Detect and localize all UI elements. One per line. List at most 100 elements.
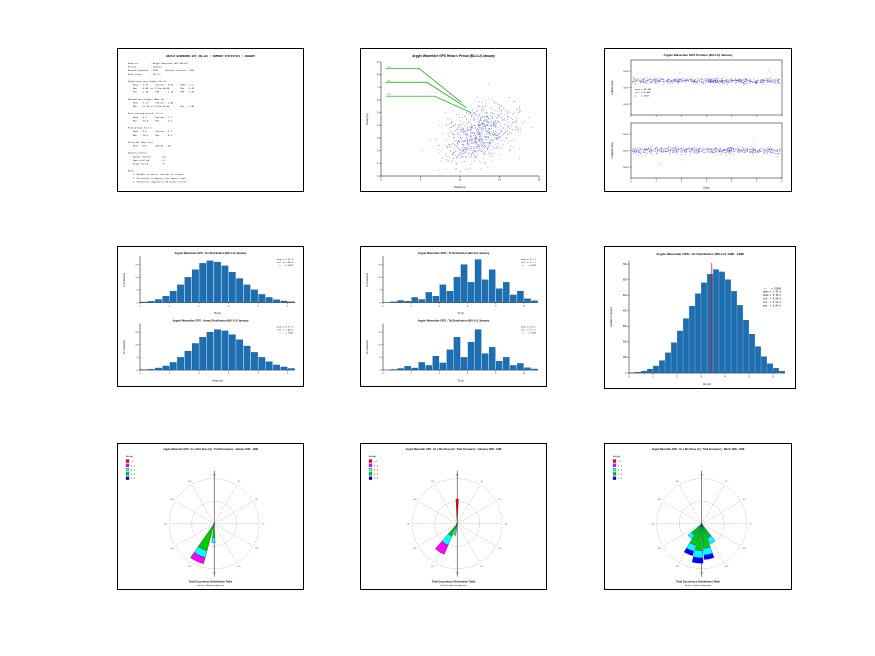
scatter-point — [466, 144, 468, 146]
band-point — [684, 79, 686, 80]
band-point — [756, 80, 758, 81]
band-point — [760, 81, 761, 82]
band-point — [708, 79, 710, 80]
band-point — [762, 79, 764, 81]
band-point — [689, 80, 691, 82]
y-axis-label: % occurrence — [123, 272, 126, 287]
band-point — [680, 82, 682, 83]
band-point — [757, 78, 759, 80]
wedge-segment — [691, 556, 704, 564]
band-point — [640, 81, 641, 83]
band-point — [663, 151, 664, 153]
scatter-point — [485, 154, 486, 156]
y-tick-label: 1 — [377, 162, 379, 165]
scatter-point — [493, 113, 495, 114]
legend-swatch — [612, 472, 617, 476]
band-point — [776, 79, 778, 81]
band-point — [754, 145, 756, 146]
legend-line: mean = 3.71 m — [277, 327, 294, 329]
band-point — [659, 149, 660, 150]
scatter-point — [472, 137, 473, 139]
band-point — [743, 82, 745, 83]
band-point — [695, 82, 697, 83]
page-text-line: Notes — [128, 170, 135, 173]
scatter-point — [493, 100, 495, 102]
scatter-point — [501, 140, 503, 142]
scatter-point — [488, 136, 489, 138]
band-point — [686, 150, 687, 152]
scatter-point — [449, 156, 451, 158]
band-point — [705, 80, 707, 81]
band-point — [693, 147, 695, 148]
scatter-point — [449, 131, 451, 133]
page-text-line: Mean : 6.2 Std dev : 1.1 — [128, 116, 173, 119]
scatter-point — [457, 134, 459, 135]
scatter-point — [462, 116, 463, 118]
band-point — [771, 152, 772, 153]
band-point — [638, 154, 639, 156]
scatter-point — [482, 139, 484, 141]
bar — [397, 300, 404, 303]
scatter-point — [472, 125, 473, 127]
band-point — [723, 149, 725, 150]
scatter-point — [452, 133, 454, 134]
band-point — [635, 81, 636, 82]
scatter-point — [469, 134, 471, 136]
legend-entry-label: 2 - 3 — [618, 474, 623, 476]
band-point — [728, 78, 730, 80]
scatter-point — [460, 127, 462, 129]
band-point — [777, 83, 779, 84]
band-point — [646, 77, 648, 78]
scatter-point — [487, 117, 488, 118]
scatter-point — [479, 139, 480, 141]
scatter-point — [454, 140, 456, 141]
spoke-label: 210 — [431, 566, 434, 568]
scatter-point — [485, 143, 487, 145]
band-point — [648, 83, 650, 85]
scatter-point — [510, 140, 512, 141]
scatter-point — [453, 141, 455, 142]
scatter-point — [480, 136, 482, 138]
band-point — [691, 77, 692, 78]
band-point — [719, 83, 720, 84]
band-point — [752, 82, 753, 83]
band-point — [662, 80, 664, 82]
band-point — [661, 78, 662, 80]
band-point — [636, 150, 637, 152]
band-point — [768, 149, 770, 151]
scatter-point — [503, 134, 505, 135]
scatter-point — [511, 118, 512, 119]
bar — [287, 368, 295, 371]
scatter-point — [498, 154, 500, 156]
bar — [671, 342, 677, 374]
scatter-point — [480, 148, 481, 150]
band-point — [756, 152, 757, 154]
scatter-point — [489, 140, 490, 142]
x-tick-label: 2 — [676, 376, 678, 378]
band-point — [763, 153, 765, 155]
scatter-point — [470, 132, 472, 133]
scatter-point — [488, 98, 490, 100]
band-point — [773, 151, 775, 153]
band-point — [741, 80, 742, 82]
band-point — [698, 151, 699, 153]
annotation-line: mean = 49.382 — [635, 89, 652, 91]
scatter-point — [461, 155, 463, 157]
scatter-point — [487, 128, 489, 130]
band-point — [656, 77, 657, 79]
band-point — [693, 81, 694, 82]
band-point — [729, 150, 730, 151]
band-point — [755, 152, 756, 153]
scatter-point — [485, 105, 487, 107]
bar — [653, 365, 659, 374]
band-point — [779, 153, 780, 155]
scatter-point — [475, 143, 477, 145]
scatter-point — [459, 120, 461, 121]
band-point — [681, 79, 682, 80]
scatter-point — [462, 150, 463, 152]
legend-line: n = 2923 — [522, 265, 537, 267]
scatter-point — [456, 163, 457, 165]
scatter-point — [457, 154, 459, 156]
band-point — [741, 150, 743, 152]
x-tick-label: 0 — [139, 373, 141, 375]
